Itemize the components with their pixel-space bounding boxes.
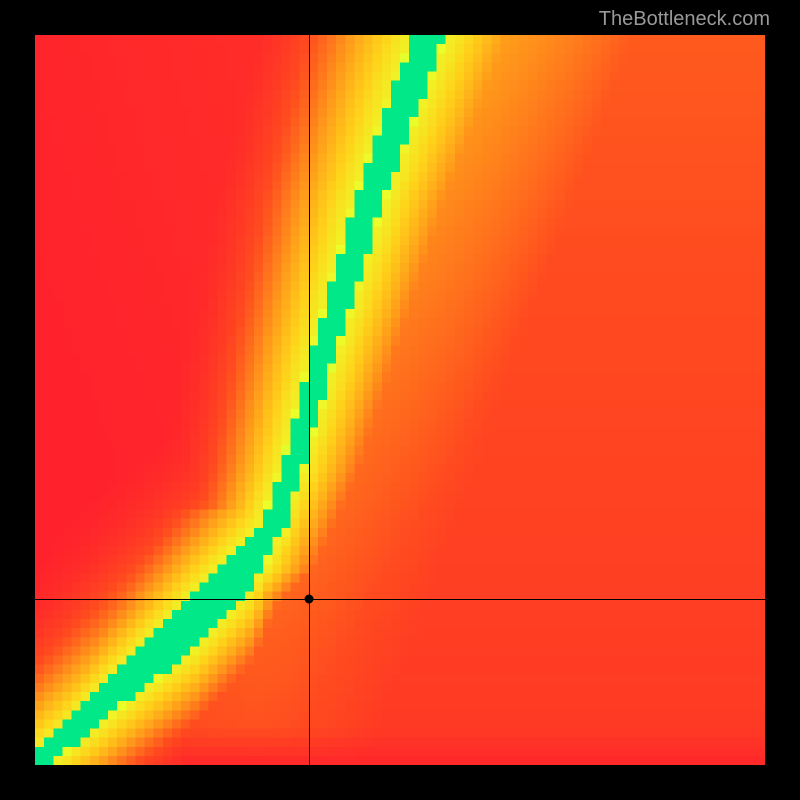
crosshair-vertical bbox=[309, 35, 310, 765]
watermark-text: TheBottleneck.com bbox=[599, 8, 770, 31]
crosshair-horizontal bbox=[35, 599, 765, 600]
crosshair-marker-dot bbox=[304, 594, 313, 603]
heatmap-canvas bbox=[35, 35, 765, 765]
heatmap-plot-area bbox=[35, 35, 765, 765]
